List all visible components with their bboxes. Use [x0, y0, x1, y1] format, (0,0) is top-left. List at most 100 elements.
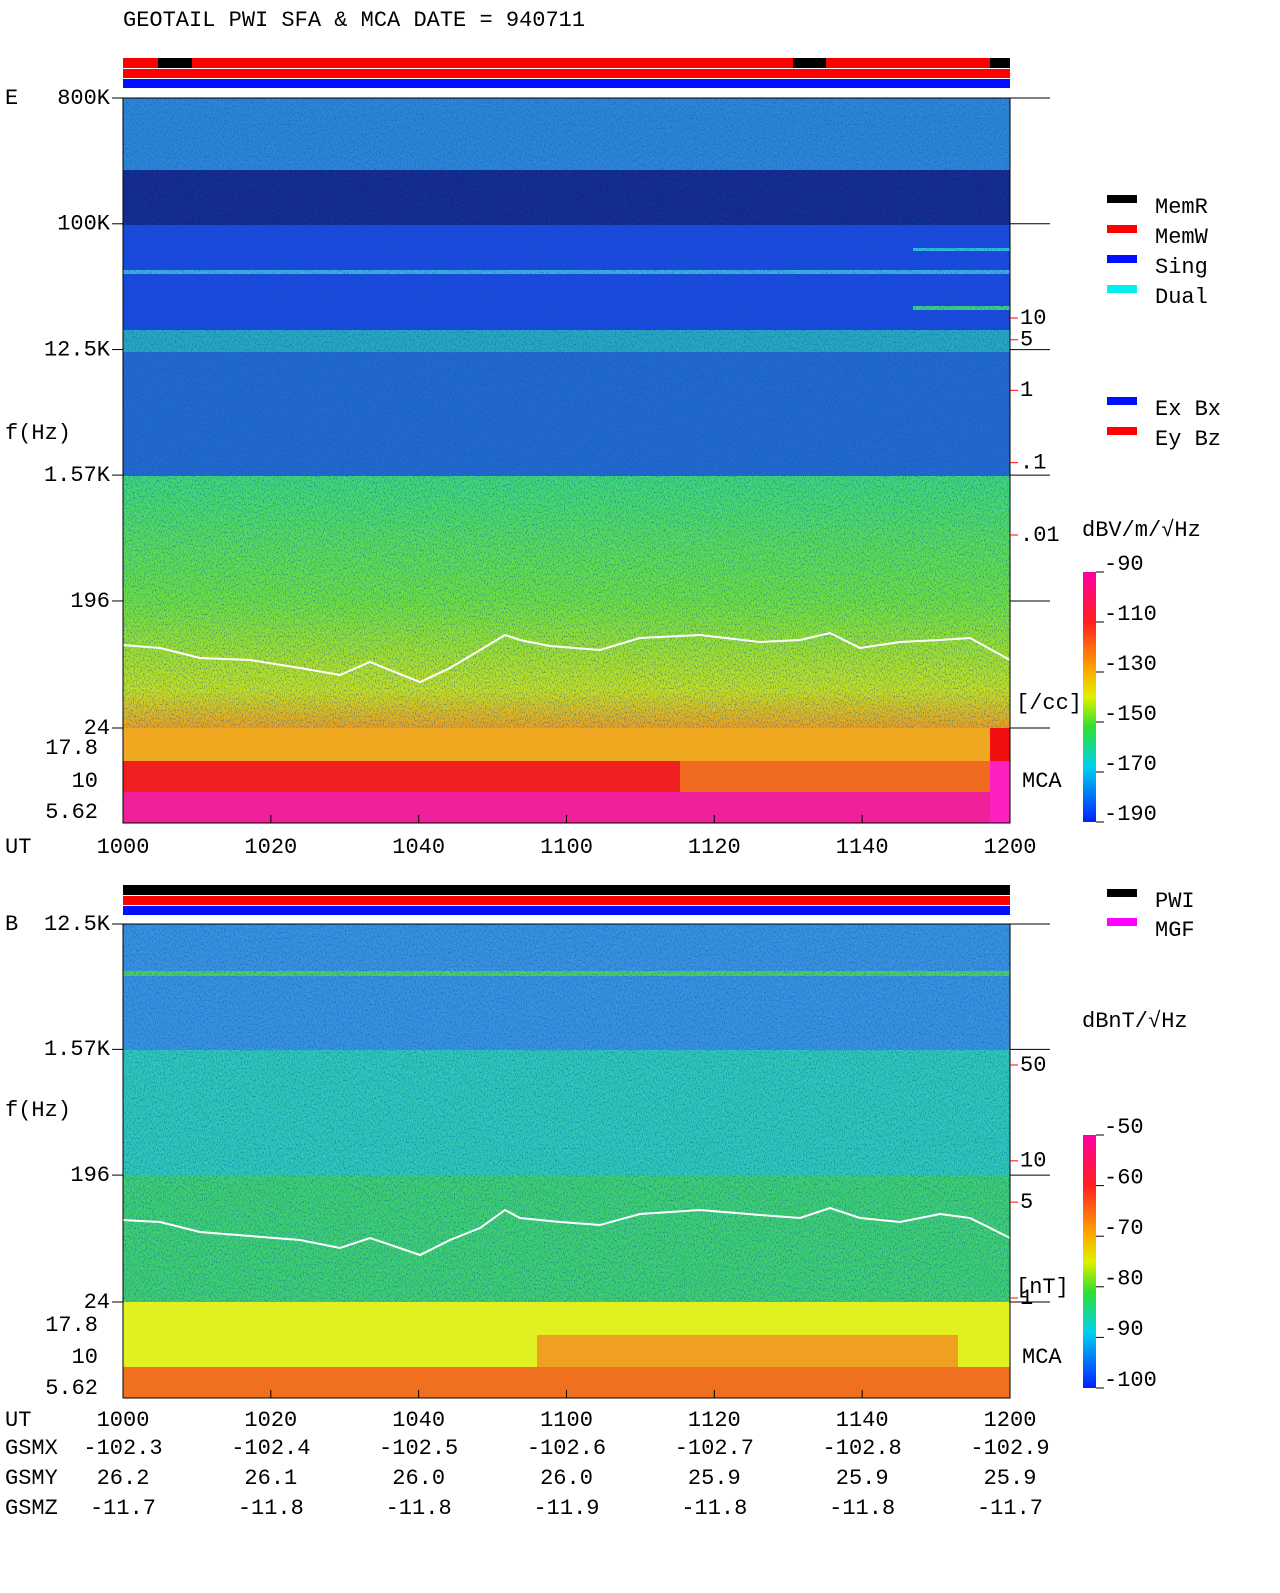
mca-label: MCA [1022, 1345, 1062, 1370]
position-value: -102.7 [675, 1436, 754, 1461]
position-value: 25.9 [688, 1466, 741, 1491]
y-tick-label: 800K [57, 86, 111, 111]
colorbar-label: dBV/m/√Hz [1082, 518, 1201, 543]
position-row-label: GSMX [5, 1436, 58, 1461]
mca-channel-label: 17.8 [45, 1313, 98, 1338]
mca-channel-label: 5.62 [45, 800, 98, 825]
mca-label: MCA [1022, 769, 1062, 794]
x-axis-label: UT [5, 1408, 31, 1433]
x-tick-label: 1140 [836, 835, 889, 860]
position-value: -11.7 [977, 1496, 1043, 1521]
position-value: 26.2 [97, 1466, 150, 1491]
position-value: -11.8 [681, 1496, 747, 1521]
legend-label: MemW [1155, 225, 1209, 250]
y2-tick-label: 5 [1020, 1190, 1033, 1215]
position-row-label: GSMZ [5, 1496, 58, 1521]
colorbar [1083, 572, 1096, 822]
y-axis-label: f(Hz) [5, 1098, 71, 1123]
legend-swatch [1107, 285, 1137, 293]
legend-label: Sing [1155, 255, 1208, 280]
position-value: -11.7 [90, 1496, 156, 1521]
position-value: -102.8 [823, 1436, 902, 1461]
x-tick-label: 1100 [540, 1408, 593, 1433]
y2-tick-label: 1 [1020, 378, 1033, 403]
mca-channel-label: 10 [72, 1345, 98, 1370]
x-tick-label: 1140 [836, 1408, 889, 1433]
legend-label: MemR [1155, 195, 1208, 220]
position-value: 26.0 [392, 1466, 445, 1491]
mca-channel-label: 10 [72, 769, 98, 794]
y2-axis-label: [nT] [1016, 1275, 1069, 1300]
x-tick-label: 1040 [392, 835, 445, 860]
position-value: -11.8 [829, 1496, 895, 1521]
colorbar-tick-label: -70 [1104, 1216, 1144, 1241]
legend-swatch [1107, 255, 1137, 263]
position-value: 26.1 [244, 1466, 297, 1491]
colorbar-tick-label: -90 [1104, 552, 1144, 577]
position-value: 25.9 [984, 1466, 1037, 1491]
y-axis-label: f(Hz) [5, 421, 71, 446]
legend-label: Ey Bz [1155, 427, 1221, 452]
y-tick-label: 196 [70, 1163, 110, 1188]
colorbar-tick-label: -60 [1104, 1165, 1144, 1190]
position-value: -102.5 [379, 1436, 458, 1461]
colorbar-tick-label: -190 [1104, 802, 1157, 827]
colorbar [1083, 1135, 1096, 1388]
panel-label: B [5, 912, 18, 937]
legend-label: Ex Bx [1155, 397, 1221, 422]
position-value: 26.0 [540, 1466, 593, 1491]
y2-tick-label: 50 [1020, 1053, 1046, 1078]
legend-swatch [1107, 225, 1137, 233]
title: GEOTAIL PWI SFA & MCA DATE = 940711 [123, 8, 585, 33]
colorbar-label: dBnT/√Hz [1082, 1009, 1188, 1034]
legend-swatch [1107, 918, 1137, 926]
legend-swatch [1107, 427, 1137, 435]
x-tick-label: 1120 [688, 835, 741, 860]
position-value: -102.3 [83, 1436, 162, 1461]
x-tick-label: 1120 [688, 1408, 741, 1433]
position-value: -102.9 [970, 1436, 1049, 1461]
mca-channel-label: 17.8 [45, 736, 98, 761]
legend-label: MGF [1155, 918, 1195, 943]
x-tick-label: 1020 [244, 835, 297, 860]
colorbar-tick-label: -50 [1104, 1115, 1144, 1140]
position-value: -11.9 [533, 1496, 599, 1521]
colorbar-tick-label: -150 [1104, 702, 1157, 727]
y-tick-label: 12.5K [44, 337, 111, 362]
y2-tick-label: .1 [1020, 450, 1046, 475]
x-tick-label: 1000 [97, 1408, 150, 1433]
legend-label: Dual [1155, 285, 1208, 310]
x-tick-label: 1200 [984, 1408, 1037, 1433]
position-row-label: GSMY [5, 1466, 58, 1491]
y-tick-label: 196 [70, 589, 110, 614]
y2-tick-label: 1 [1020, 1286, 1033, 1311]
x-tick-label: 1100 [540, 835, 593, 860]
y2-tick-label: 5 [1020, 328, 1033, 353]
y2-tick-label: .01 [1020, 523, 1060, 548]
y-tick-label: 24 [84, 716, 110, 741]
colorbar-tick-label: -100 [1104, 1368, 1157, 1393]
panel-label: E [5, 86, 18, 111]
y-tick-label: 1.57K [44, 463, 111, 488]
panel-e-background [122, 58, 1011, 823]
colorbar-tick-label: -170 [1104, 752, 1157, 777]
legend-swatch [1107, 889, 1137, 897]
colorbar-tick-label: -80 [1104, 1267, 1144, 1292]
legend-swatch [1107, 195, 1137, 203]
y-tick-label: 1.57K [44, 1037, 111, 1062]
colorbar-tick-label: -110 [1104, 602, 1157, 627]
panel-b-background [122, 885, 1011, 1398]
legend-label: PWI [1155, 889, 1195, 914]
x-tick-label: 1200 [984, 835, 1037, 860]
x-axis-label: UT [5, 835, 31, 860]
position-value: -102.6 [527, 1436, 606, 1461]
mca-channel-label: 5.62 [45, 1376, 98, 1401]
y2-axis-label: [/cc] [1016, 691, 1082, 716]
x-tick-label: 1020 [244, 1408, 297, 1433]
position-value: -11.8 [386, 1496, 452, 1521]
y-tick-label: 100K [57, 212, 111, 237]
y-tick-label: 24 [84, 1290, 110, 1315]
position-value: -11.8 [238, 1496, 304, 1521]
y-tick-label: 12.5K [44, 912, 111, 937]
